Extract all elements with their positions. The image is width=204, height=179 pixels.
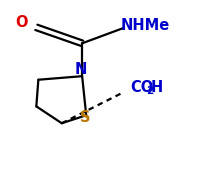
Text: 2: 2	[146, 86, 153, 96]
Text: NHMe: NHMe	[120, 18, 169, 33]
Text: CO: CO	[129, 80, 153, 95]
Text: S: S	[80, 110, 90, 125]
Text: N: N	[75, 62, 87, 78]
Text: O: O	[15, 14, 27, 30]
Text: H: H	[150, 80, 162, 95]
